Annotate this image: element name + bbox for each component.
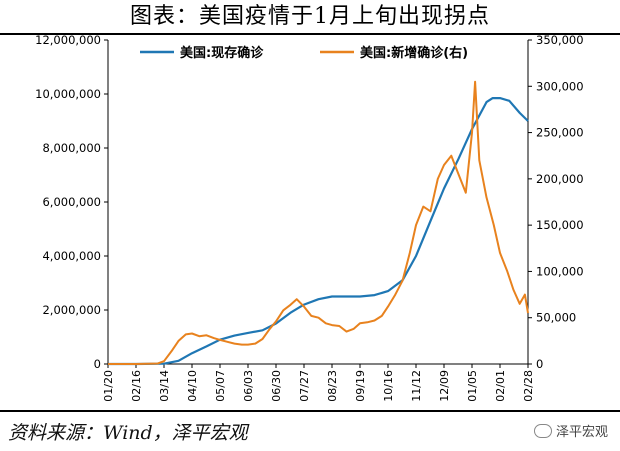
legend-label: 美国:现存确诊 <box>180 45 264 61</box>
y-left-tick-label: 10,000,000 <box>35 87 101 101</box>
series-line-new-cases <box>108 80 529 365</box>
y-right-tick-label: 100,000 <box>536 264 584 278</box>
y-right-tick-label: 0 <box>536 357 543 371</box>
x-tick-label: 04/10 <box>186 370 199 402</box>
x-tick-label: 03/14 <box>158 370 171 402</box>
x-tick-label: 02/28 <box>522 370 535 402</box>
chart-svg: 0 2,000,000 4,000,000 6,000,000 8,000,000 10,… <box>35 33 583 402</box>
x-tick-label: 06/03 <box>242 370 255 402</box>
axis-layer: 0 2,000,000 4,000,000 6,000,000 8,000,000 10,… <box>35 33 583 402</box>
legend-label: 美国:新增确诊(右) <box>360 45 468 61</box>
x-tick-label: 10/16 <box>382 370 395 402</box>
y-left-tick-label: 12,000,000 <box>35 33 101 47</box>
x-tick-label: 01/05 <box>466 370 479 402</box>
y-right-tick-label: 350,000 <box>536 33 584 47</box>
source-note: 资料来源：Wind，泽平宏观 <box>8 422 248 444</box>
top-rule <box>0 33 620 35</box>
x-tick-label: 07/27 <box>298 370 311 402</box>
x-tick-label: 02/16 <box>130 370 143 402</box>
x-tick-label: 09/19 <box>354 370 367 402</box>
y-left-tick-label: 4,000,000 <box>42 249 101 263</box>
y-right-tick-label: 150,000 <box>536 218 584 232</box>
x-tick-label: 06/30 <box>270 370 283 402</box>
y-right-tick-label: 50,000 <box>536 311 576 325</box>
x-tick-label: 01/20 <box>102 370 115 402</box>
series-line-active-cases <box>108 97 529 366</box>
y-left-tick-label: 8,000,000 <box>42 141 101 155</box>
x-tick-label: 12/09 <box>438 370 451 402</box>
y-left-tick-label: 6,000,000 <box>42 195 101 209</box>
series-layer <box>108 80 529 366</box>
x-tick-label: 05/07 <box>214 370 227 402</box>
legend: 美国:现存确诊 美国:新增确诊(右) <box>140 45 468 61</box>
x-tick-label: 11/12 <box>410 370 423 402</box>
y-left-tick-label: 0 <box>94 357 101 371</box>
wechat-icon <box>533 424 552 438</box>
chart-title: 图表：美国疫情于1月上旬出现拐点 <box>130 4 490 29</box>
x-tick-label: 02/01 <box>494 370 507 402</box>
y-left-tick-label: 2,000,000 <box>42 303 101 317</box>
bottom-rule <box>0 410 620 412</box>
x-tick-label: 08/23 <box>326 370 339 402</box>
y-right-tick-label: 250,000 <box>536 126 584 140</box>
brand-label: 泽平宏观 <box>555 425 608 440</box>
y-right-tick-label: 300,000 <box>536 79 584 93</box>
brand-badge: 泽平宏观 <box>533 421 608 440</box>
y-right-tick-label: 200,000 <box>536 172 584 186</box>
